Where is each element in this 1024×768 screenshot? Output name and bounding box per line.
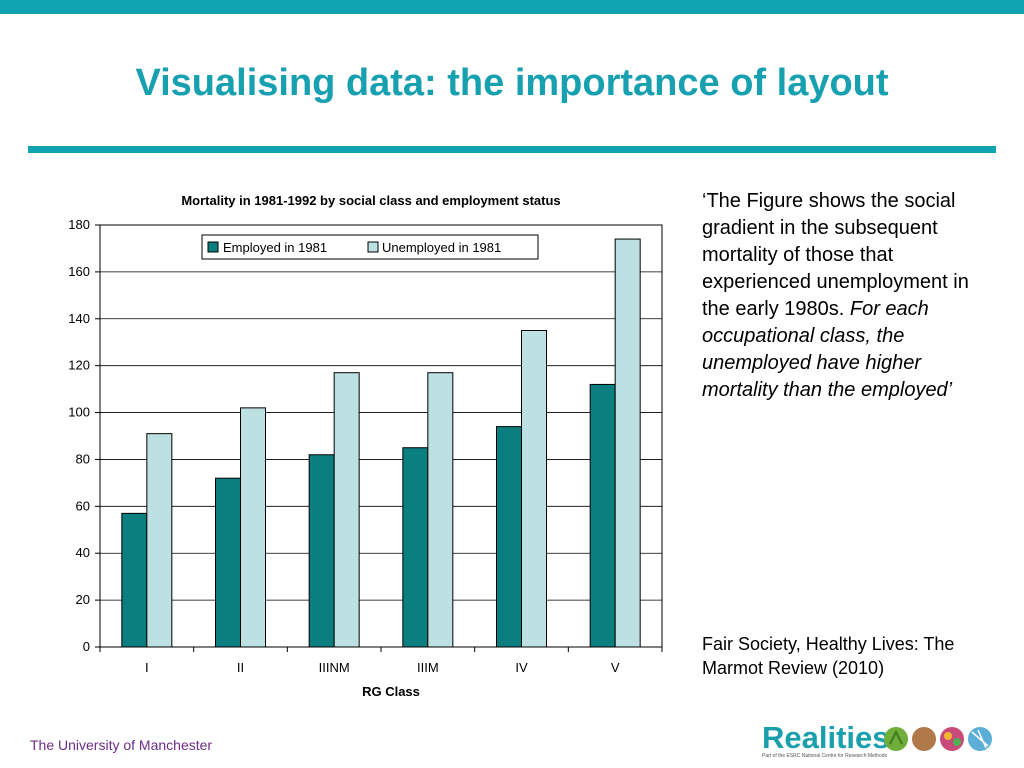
x-tick-label: IIINM [319,660,350,675]
realities-logo: Realities Part of the ESRC National Cent… [762,720,1012,760]
x-axis-label: RG Class [362,684,420,699]
chart-title: Mortality in 1981-1992 by social class a… [181,193,560,208]
y-tick-label: 160 [68,264,90,279]
y-tick-label: 60 [76,498,90,513]
y-tick-label: 140 [68,311,90,326]
x-tick-label: I [145,660,149,675]
y-tick-label: 180 [68,217,90,232]
plot-area-border [99,224,663,648]
y-tick-label: 100 [68,405,90,420]
legend-label-employed: Employed in 1981 [223,240,327,255]
legend-label-unemployed: Unemployed in 1981 [382,240,501,255]
bar-employed-ii [215,477,241,648]
y-tick-label: 0 [83,639,90,654]
source-citation: Fair Society, Healthy Lives: The Marmot … [702,634,955,678]
logo-image-bubbles [884,727,992,751]
bar-unemployed-i [146,433,173,648]
x-tick-label: II [237,660,244,675]
quote-plain: ‘The Figure shows the social gradient in… [702,190,969,320]
footer-university: The University of Manchester [30,737,213,753]
legend-swatch-employed [207,241,219,253]
y-tick-label: 40 [76,545,90,560]
bar-unemployed-iv [521,330,547,648]
y-tick-label: 20 [76,592,90,607]
bar-employed-iiinm [308,454,335,648]
bar-chart: Mortality in 1981-1992 by social class a… [40,185,690,705]
chart-svg: Mortality in 1981-1992 by social class a… [68,193,663,699]
y-tick-label: 80 [76,451,90,466]
logo-subtext: Part of the ESRC National Centre for Res… [762,753,888,759]
top-accent-bar [0,0,1024,14]
bar-employed-i [121,512,148,648]
slide-title: Visualising data: the importance of layo… [135,62,889,104]
y-tick-label: 120 [68,358,90,373]
quote-italic: For each occupational class, the unemplo… [702,298,953,401]
logo-wordmark: Realities [762,720,890,755]
bar-employed-iiim [402,447,429,648]
bar-unemployed-iiinm [333,372,360,648]
x-tick-label: IV [515,660,528,675]
quote-text: ‘The Figure shows the social gradient in… [702,188,1002,404]
bar-unemployed-iiim [427,372,454,648]
title-divider [28,146,996,153]
bar-unemployed-v [614,238,641,648]
legend-swatch-unemployed [367,241,379,253]
bar-unemployed-ii [240,407,266,648]
bar-employed-v [589,383,616,648]
x-tick-label: V [611,660,620,675]
bar-employed-iv [496,426,522,648]
x-tick-label: IIIM [417,660,439,675]
